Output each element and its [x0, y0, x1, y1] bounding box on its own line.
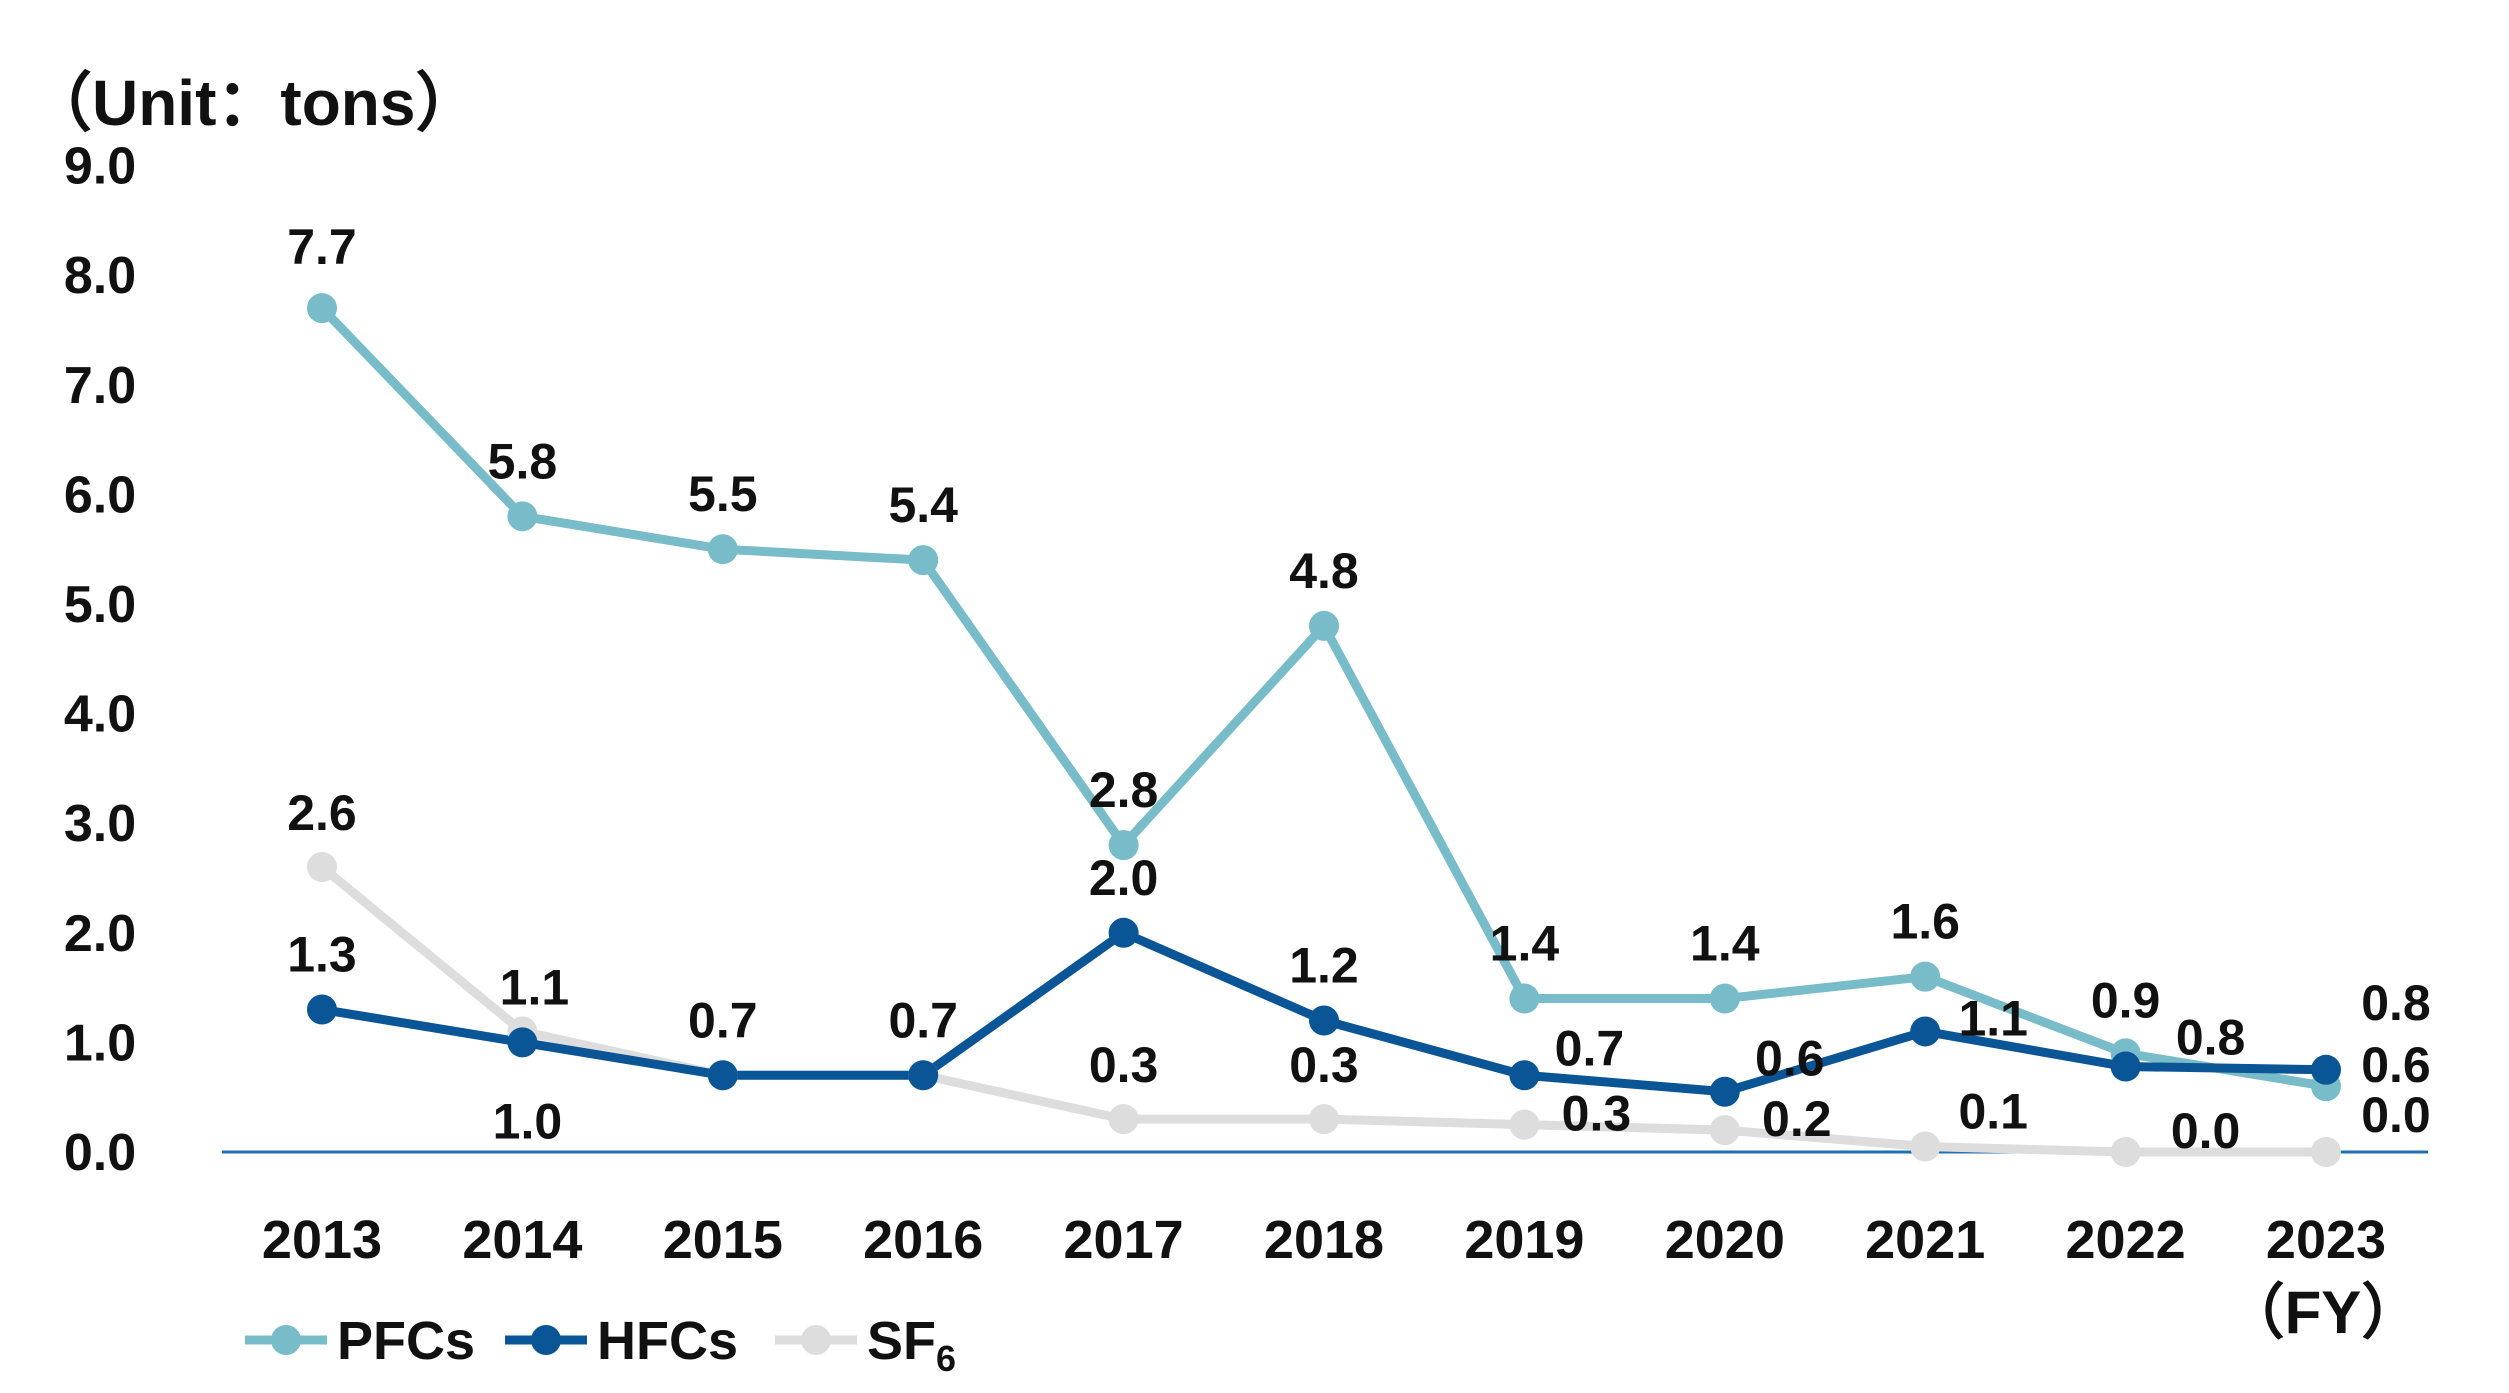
- data-point: [1108, 830, 1139, 861]
- data-point: [1309, 610, 1339, 641]
- y-tick-label: 3.0: [64, 795, 136, 853]
- data-point: [307, 852, 337, 883]
- legend-swatch-marker: [531, 1325, 561, 1355]
- x-tick-label: 2021: [1865, 1210, 1985, 1270]
- data-label: 7.7: [287, 219, 357, 275]
- data-label: 0.2: [1762, 1091, 1832, 1147]
- y-axis: 0.0 1.0 2.0 3.0 4.0 5.0 6.0 7.0 8.0 9.0: [64, 138, 136, 1182]
- data-label: 1.2: [1289, 937, 1359, 993]
- data-point: [707, 534, 738, 565]
- data-label: 0.1: [1958, 1084, 2028, 1140]
- data-label: 0.6: [1755, 1031, 1825, 1087]
- x-tick-label: 2023: [2266, 1210, 2386, 1270]
- series-points: [307, 293, 2341, 1167]
- data-point: [1509, 1109, 1540, 1140]
- data-label: 5.4: [888, 477, 958, 533]
- y-tick-label: 2.0: [64, 905, 136, 963]
- data-label: 4.8: [1289, 543, 1359, 599]
- y-tick-label: 8.0: [64, 247, 136, 305]
- x-axis: 2013 2014 2015 2016 2017 2018 2019 2020 2021 2022…: [262, 1210, 2386, 1270]
- data-point: [1108, 917, 1139, 948]
- unit-label: （Unit：tons）: [28, 67, 480, 139]
- data-label: 0.9: [2091, 972, 2161, 1028]
- data-point: [707, 1060, 738, 1091]
- x-tick-label: 2019: [1464, 1210, 1584, 1270]
- y-tick-label: 4.0: [64, 686, 136, 744]
- data-label: 0.3: [1289, 1037, 1359, 1093]
- y-tick-label: 9.0: [64, 138, 136, 196]
- data-label: 1.4: [1490, 916, 1560, 972]
- data-label: 0.0: [2171, 1103, 2241, 1159]
- data-point: [1108, 1104, 1139, 1135]
- data-label: 0.3: [1089, 1037, 1159, 1093]
- legend-swatch-marker: [801, 1325, 831, 1355]
- data-point: [2311, 1054, 2341, 1085]
- data-point: [307, 293, 337, 324]
- data-point: [1910, 1131, 1941, 1162]
- data-point: [1509, 1060, 1540, 1091]
- y-tick-label: 7.0: [64, 357, 136, 415]
- data-label: 1.1: [1958, 990, 2028, 1046]
- data-label: 5.8: [488, 433, 558, 489]
- x-tick-label: 2014: [462, 1210, 582, 1270]
- y-tick-label: 1.0: [64, 1014, 136, 1072]
- data-point: [1709, 1076, 1740, 1107]
- y-tick-label: 6.0: [64, 466, 136, 524]
- data-label: 0.8: [2361, 975, 2431, 1031]
- data-point: [1309, 1104, 1339, 1135]
- legend-label: PFCs: [337, 1311, 475, 1371]
- data-point: [1910, 1016, 1941, 1047]
- data-point: [307, 994, 337, 1025]
- data-label: 1.6: [1890, 894, 1960, 950]
- data-label: 1.0: [493, 1093, 563, 1149]
- data-point: [1709, 983, 1740, 1014]
- data-label: 0.7: [688, 992, 758, 1048]
- x-tick-label: 2013: [262, 1210, 382, 1270]
- y-tick-label: 0.0: [64, 1124, 136, 1182]
- data-label: 2.8: [1089, 762, 1159, 818]
- data-label: 5.5: [688, 466, 758, 522]
- data-point: [908, 545, 939, 576]
- x-tick-label: 2022: [2066, 1210, 2186, 1270]
- legend: PFCs HFCs SF6: [245, 1311, 956, 1379]
- legend-swatch-marker: [271, 1325, 301, 1355]
- x-tick-label: 2020: [1665, 1210, 1785, 1270]
- y-tick-label: 5.0: [64, 576, 136, 634]
- x-tick-label: 2017: [1064, 1210, 1184, 1270]
- data-point: [1309, 1005, 1339, 1036]
- x-tick-label: 2015: [663, 1210, 783, 1270]
- data-label: 0.0: [2361, 1087, 2431, 1143]
- data-point: [2311, 1137, 2341, 1167]
- data-label: 1.3: [287, 927, 357, 983]
- data-point: [908, 1060, 939, 1091]
- data-label: 0.3: [1562, 1086, 1632, 1142]
- data-point: [507, 501, 538, 532]
- data-label: 1.1: [500, 959, 570, 1015]
- data-point: [2110, 1137, 2141, 1167]
- data-point: [507, 1027, 538, 1058]
- data-point: [1509, 983, 1540, 1014]
- data-label: 2.6: [287, 785, 357, 841]
- legend-label: HFCs: [597, 1311, 738, 1371]
- data-label: 2.0: [1089, 850, 1159, 906]
- data-label: 0.7: [888, 992, 958, 1048]
- data-label: 1.4: [1690, 916, 1760, 972]
- legend-label: SF6: [867, 1311, 956, 1379]
- x-axis-unit-label: （FY）: [2225, 1279, 2422, 1346]
- x-tick-label: 2018: [1264, 1210, 1384, 1270]
- data-point: [2110, 1051, 2141, 1082]
- data-label: 0.8: [2176, 1010, 2246, 1066]
- data-label: 0.7: [1555, 1020, 1625, 1076]
- x-tick-label: 2016: [863, 1210, 983, 1270]
- data-label: 0.6: [2361, 1037, 2431, 1093]
- data-point: [1910, 961, 1941, 992]
- data-labels: 7.7 5.8 5.5 5.4 2.8 4.8 1.4 1.4 1.6 0.9 0.6 1.3 1.0 0…: [287, 219, 2431, 1159]
- data-point: [1709, 1115, 1740, 1146]
